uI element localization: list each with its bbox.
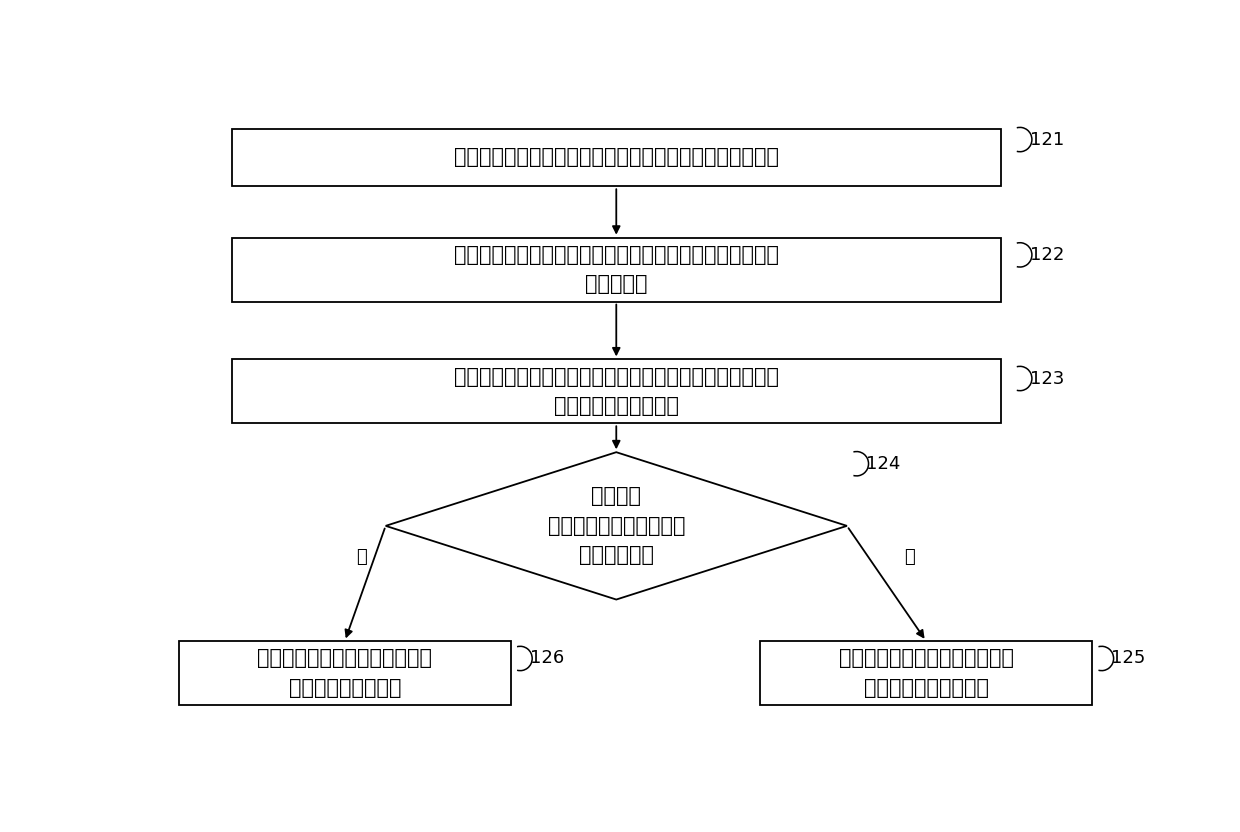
FancyBboxPatch shape (232, 238, 1001, 302)
FancyBboxPatch shape (760, 641, 1092, 706)
Text: 123: 123 (1029, 369, 1064, 388)
Text: 126: 126 (529, 650, 564, 667)
Text: 确定通过所述移动机器人的中心点和所述目标点的第一直线: 确定通过所述移动机器人的中心点和所述目标点的第一直线 (454, 147, 779, 167)
Text: 121: 121 (1029, 131, 1064, 149)
Text: 获取所述移动机器人的机身的直径与所述移动机器人的机身
的两个交点: 获取所述移动机器人的机身的直径与所述移动机器人的机身 的两个交点 (454, 245, 779, 295)
FancyBboxPatch shape (232, 129, 1001, 186)
Text: 否: 否 (356, 547, 367, 566)
Text: 125: 125 (1111, 650, 1146, 667)
Text: 124: 124 (866, 455, 900, 473)
Text: 是: 是 (904, 547, 915, 566)
Text: 则所述移动机器人不能从所述起
点直线到达所述目标点: 则所述移动机器人不能从所述起 点直线到达所述目标点 (838, 648, 1014, 698)
FancyBboxPatch shape (232, 359, 1001, 423)
Text: 确定分别通过所述两个交点的两条切线，其中，所述两条切
线与所述第一直线平行: 确定分别通过所述两个交点的两条切线，其中，所述两条切 线与所述第一直线平行 (454, 367, 779, 416)
FancyBboxPatch shape (179, 641, 511, 706)
Text: 判断所述
两条切线所围成的区域内
是否有障碍物: 判断所述 两条切线所围成的区域内 是否有障碍物 (548, 486, 684, 566)
Text: 122: 122 (1029, 246, 1064, 264)
Text: 则所述移动机器人能从所述起点
直线到达所述目标点: 则所述移动机器人能从所述起点 直线到达所述目标点 (257, 648, 433, 698)
Polygon shape (386, 453, 847, 600)
